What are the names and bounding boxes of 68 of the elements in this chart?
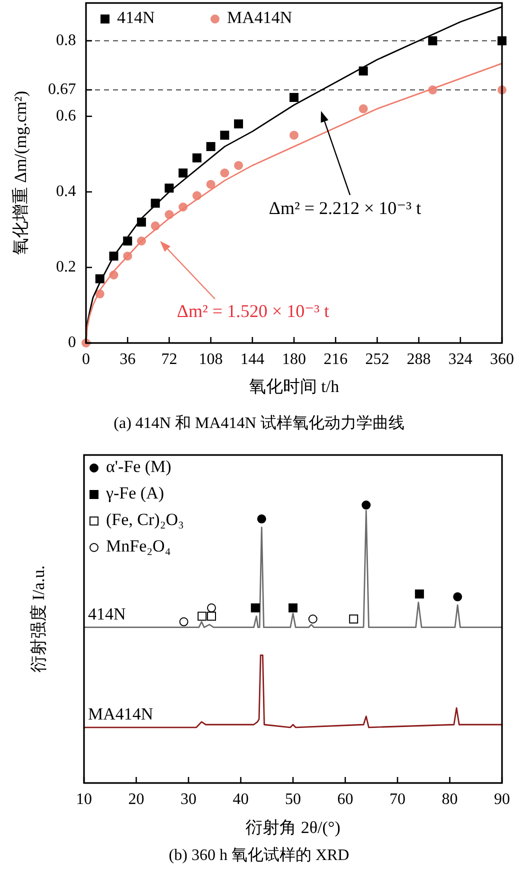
series-label: 414N — [88, 604, 126, 624]
x-tick-label: 60 — [337, 791, 354, 808]
point — [220, 168, 230, 178]
point — [453, 592, 462, 602]
y-tick-label: 0.2 — [56, 258, 76, 276]
y-axis-title: 衍射强度 I/a.u. — [28, 565, 48, 673]
point — [414, 589, 424, 598]
legend-label: α'-Fe (M) — [106, 456, 172, 476]
x-tick-label: 90 — [494, 791, 510, 808]
annotation: Δm² = 2.212 × 10⁻³ t — [268, 198, 422, 218]
x-tick-label: 216 — [324, 351, 348, 368]
x-tick-label: 0 — [82, 351, 90, 368]
x-tick-label: 144 — [240, 351, 264, 368]
x-tick-label: 20 — [128, 791, 144, 808]
point — [290, 92, 298, 102]
point — [358, 104, 368, 114]
text: (b) 360 h 氧化试样的 XRD — [168, 846, 350, 864]
point — [164, 184, 174, 193]
x-axis-title: 氧化时间 t/h — [248, 377, 340, 396]
point — [220, 130, 230, 140]
y-tick-label: 0.8 — [56, 31, 76, 48]
series-label: MA414N — [88, 704, 154, 724]
x-tick-label: 108 — [198, 351, 223, 368]
point — [308, 614, 318, 624]
point — [206, 142, 216, 152]
x-tick-label: 180 — [282, 351, 306, 368]
x-tick-label: 40 — [232, 791, 249, 808]
point — [257, 514, 266, 524]
legend-label: γ-Fe (A) — [105, 483, 164, 502]
y-axis-title: 氧化增重 Δm/(mg.cm²) — [10, 90, 30, 256]
annotation: Δm² = 1.520 × 10⁻³ t — [176, 301, 330, 322]
point — [349, 614, 358, 624]
x-tick-label: 252 — [365, 351, 390, 368]
point — [358, 66, 368, 76]
point — [206, 180, 216, 189]
x-tick-label: 50 — [285, 791, 301, 808]
legend-label: MnFe₂O₄ — [106, 536, 171, 556]
point — [178, 168, 188, 178]
y-tick-label: 0.67 — [48, 80, 76, 98]
x-tick-label: 36 — [120, 351, 136, 368]
text: (a) 414N 和 MA414N 试样氧化动力学曲线 — [114, 414, 404, 432]
point — [362, 500, 371, 510]
x-tick-label: 360 — [490, 351, 514, 368]
x-tick-label: 324 — [448, 351, 472, 368]
x-tick-label: 70 — [390, 791, 406, 808]
y-tick-label: 0 — [68, 334, 76, 351]
point — [250, 603, 260, 612]
legend-label: 414N — [117, 8, 155, 27]
x-tick-label: 80 — [442, 791, 458, 808]
legend-label: (Fe, Cr)₂O₃ — [106, 510, 184, 529]
point — [290, 130, 298, 140]
point — [192, 153, 202, 162]
point — [198, 612, 207, 621]
point — [234, 160, 244, 170]
x-tick-label: 10 — [76, 791, 92, 808]
y-tick-label: 0.4 — [56, 182, 76, 200]
point — [206, 612, 216, 621]
x-tick-label: 30 — [180, 791, 196, 808]
point — [206, 603, 216, 612]
y-tick-label: 0.6 — [56, 107, 76, 124]
x-tick-label: 72 — [161, 351, 178, 368]
x-axis-title: 衍射角 2θ/(°) — [246, 818, 340, 837]
point — [234, 119, 244, 128]
point — [428, 36, 438, 46]
x-tick-label: 288 — [406, 351, 431, 368]
point — [179, 617, 188, 626]
point — [288, 603, 298, 612]
legend-label: MA414N — [227, 8, 292, 27]
